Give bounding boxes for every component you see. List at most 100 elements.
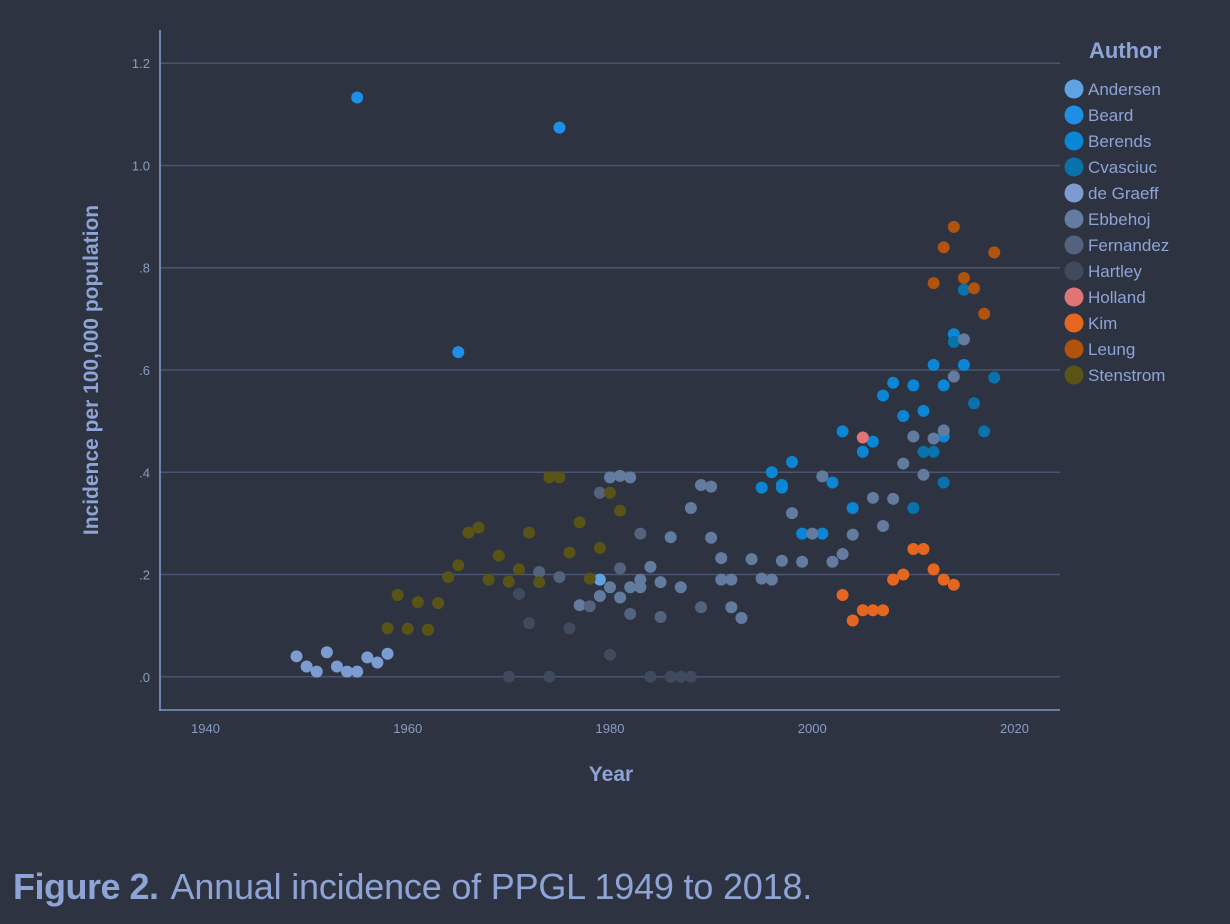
y-tick-label: .4 [139,465,150,480]
legend-marker [1064,105,1084,125]
series-berends [755,328,970,540]
data-point [907,379,920,392]
x-tick-labels: 1940 1960 1980 2000 2020 [191,721,1029,736]
legend-label: Hartley [1088,262,1142,281]
data-point [644,670,657,683]
data-point [381,622,394,635]
series-de-graeff [290,646,394,678]
legend-item: Fernandez [1064,235,1169,255]
data-point [897,568,910,581]
data-point [634,527,647,540]
y-tick-label: 1.0 [132,158,150,173]
data-point [917,445,930,458]
data-point [947,220,960,233]
legend-item: de Graeff [1064,183,1159,203]
data-point [664,531,677,544]
data-point [482,573,495,586]
data-point [695,601,708,614]
data-point [775,554,788,567]
legend-item: Kim [1064,313,1117,333]
data-point [341,665,354,678]
y-tick-label: 1.2 [132,56,150,71]
data-point [897,457,910,470]
data-point [988,371,1001,384]
data-point [512,587,525,600]
data-point [877,519,890,532]
series-andersen [593,573,606,586]
data-point [523,526,536,539]
data-point [887,376,900,389]
legend-item: Cvasciuc [1064,157,1157,177]
data-point [674,670,687,683]
data-point [462,526,475,539]
data-point [786,507,799,520]
data-point [614,504,627,517]
legend-marker [1064,261,1084,281]
data-point [290,650,303,663]
data-point [866,491,879,504]
data-point [391,588,404,601]
data-point [573,599,586,612]
legend: Author Andersen Beard Berends Cvasciuc de Gr… [1064,38,1169,385]
data-point [310,665,323,678]
data-point [705,480,718,493]
data-point [877,389,890,402]
data-point [351,91,364,104]
y-tick-label: .0 [139,670,150,685]
data-point [604,581,616,594]
data-point [725,573,738,586]
legend-label: de Graeff [1088,184,1159,203]
data-point [725,601,738,614]
data-point [664,670,677,683]
data-point [421,623,434,636]
data-point [775,481,788,494]
data-point [583,572,596,585]
data-point [927,432,940,445]
data-point [411,596,424,609]
data-point [826,476,839,489]
data-point [644,560,657,573]
data-point [907,430,920,443]
data-point [634,581,647,594]
legend-label: Andersen [1088,80,1161,99]
data-point [917,542,930,555]
series-stenstrom [381,471,627,636]
data-point [735,611,748,624]
data-point [674,581,687,594]
data-point [563,622,576,635]
data-point [927,445,940,458]
data-point [957,271,970,284]
data-point [371,656,384,669]
data-point [907,502,920,515]
legend-label: Kim [1088,314,1117,333]
legend-label: Holland [1088,288,1146,307]
data-point [947,370,960,383]
data-point [330,660,343,673]
legend-marker [1064,157,1084,177]
legend-marker [1064,287,1084,307]
legend-marker [1064,339,1084,359]
y-tick-labels: .0 .2 .4 .6 .8 1.0 1.2 [132,56,150,685]
series-holland [856,431,869,444]
data-point [614,591,627,604]
data-point [887,492,900,505]
data-point [715,552,728,565]
data-point [978,307,991,320]
data-point [543,670,556,683]
legend-marker [1064,79,1084,99]
data-point [947,335,960,348]
data-point [351,665,364,678]
data-point [442,571,455,584]
data-point [654,576,667,589]
data-point [593,589,606,602]
data-point [957,283,970,296]
data-point [877,604,890,617]
data-point [968,282,981,295]
data-point [593,541,606,554]
data-point [917,404,930,417]
data-point [543,471,556,484]
data-point [533,576,546,589]
data-point [957,333,970,346]
legend-item: Andersen [1064,79,1161,99]
